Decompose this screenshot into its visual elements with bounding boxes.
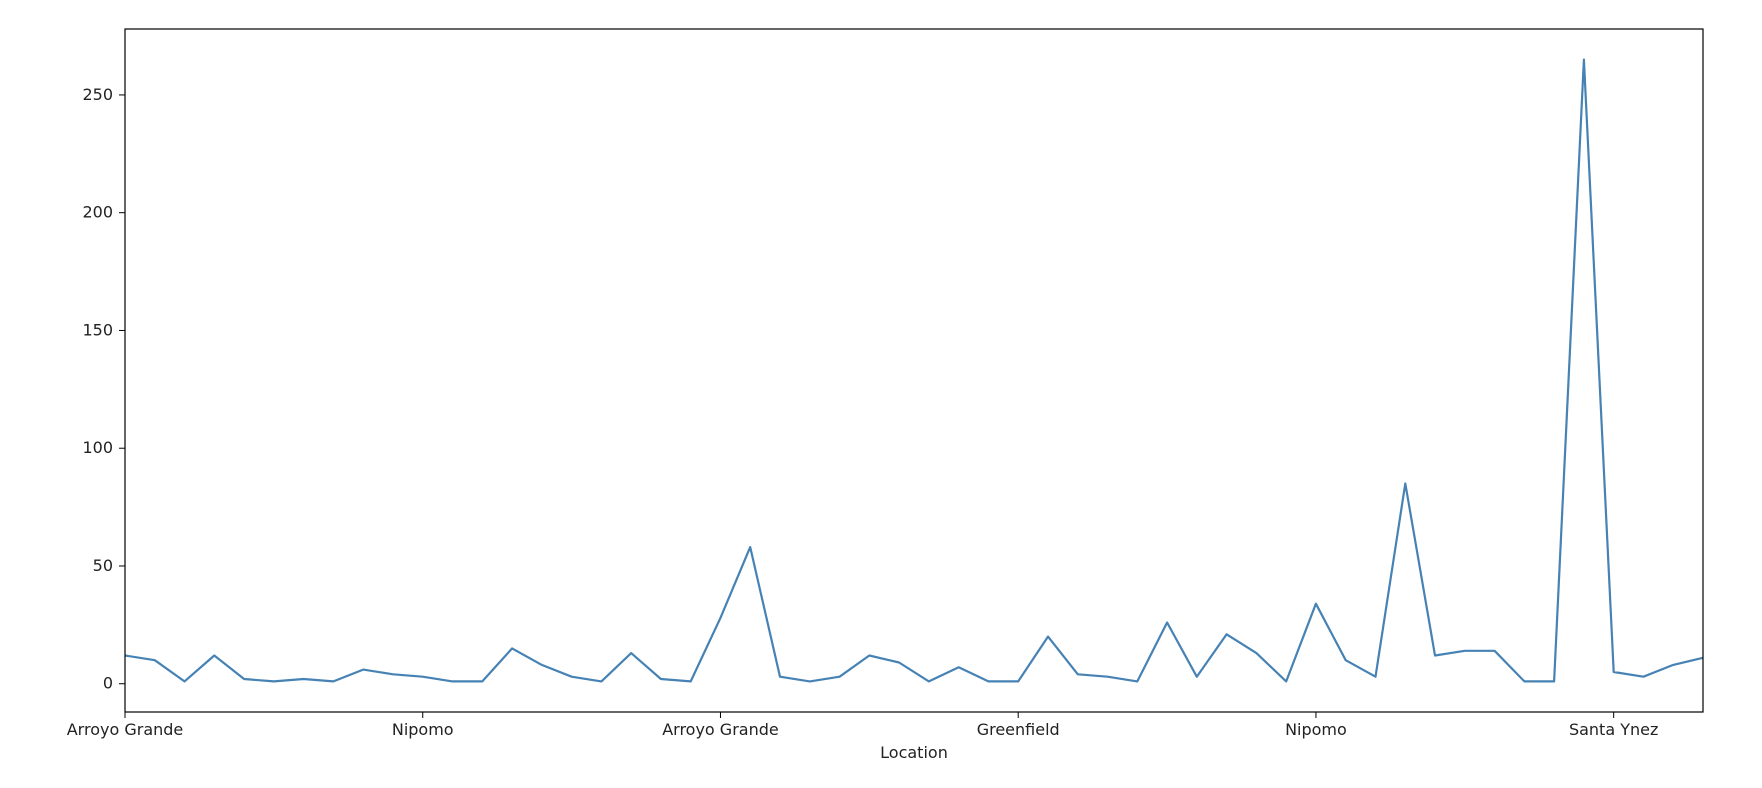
plot-area [124,28,1704,713]
x-tick-label: Nipomo [1285,720,1347,739]
y-tick-label: 0 [103,674,113,693]
x-tick-label: Santa Ynez [1569,720,1658,739]
y-tick-label: 100 [82,438,113,457]
series-line [124,58,1704,683]
x-tick-label: Nipomo [392,720,454,739]
x-tick-label: Greenfield [977,720,1060,739]
axis-ticks: 0 50 100 150 200 250 Arroyo Grande Nipomo Arroyo… [67,85,1659,739]
y-tick-label: 200 [82,203,113,222]
x-axis-title: Location [880,743,948,762]
x-tick-label: Arroyo Grande [67,720,184,739]
y-tick-label: 150 [82,320,113,339]
y-tick-label: 250 [82,85,113,104]
x-tick-label: Arroyo Grande [662,720,779,739]
y-tick-label: 50 [93,556,113,575]
